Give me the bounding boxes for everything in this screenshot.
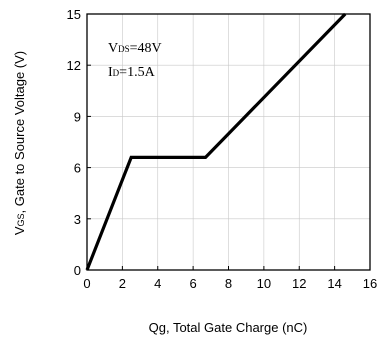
y-tick-label: 0 [74,263,81,278]
annotation-id: ID=1.5A [108,65,156,80]
series-line-0 [85,12,347,271]
x-tick-label: 16 [363,276,377,291]
annotation-box: VDS=48V ID=1.5A [108,41,162,80]
series-layer [85,12,347,271]
x-axis-label: Qg, Total Gate Charge (nC) [149,320,308,335]
x-tick-label: 2 [119,276,126,291]
annotation-vds: VDS=48V [108,41,162,56]
y-tick-labels: 0 3 6 9 12 15 [67,7,81,278]
y-tick-label: 12 [67,58,81,73]
grid-lines [87,14,370,270]
y-tick-label: 6 [74,161,81,176]
y-axis-label: VGS, Gate to Source Voltage (V) [12,51,27,235]
x-tick-label: 12 [292,276,306,291]
x-tick-label: 8 [225,276,232,291]
x-tick-label: 0 [83,276,90,291]
x-tick-label: 4 [154,276,161,291]
x-tick-labels: 0 2 4 6 8 10 12 14 16 [83,276,377,291]
x-tick-label: 6 [190,276,197,291]
x-tick-label: 10 [257,276,271,291]
y-tick-label: 15 [67,7,81,22]
x-tick-label: 14 [327,276,341,291]
y-tick-label: 9 [74,109,81,124]
y-tick-label: 3 [74,212,81,227]
